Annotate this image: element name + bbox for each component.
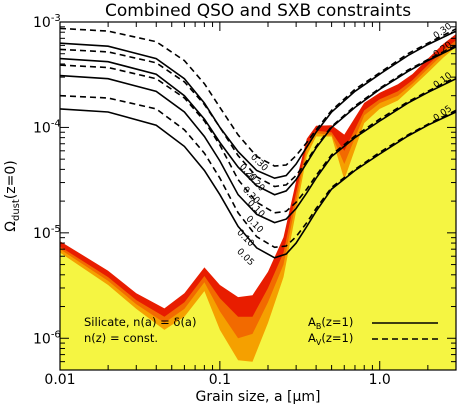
y-tick-label-0: 10-6 <box>33 329 61 347</box>
curve-ab-1 <box>60 46 456 196</box>
x-axis-label: Grain size, a [μm] <box>196 389 321 405</box>
legend-solid-label: AB(z=1) <box>308 315 353 331</box>
curve-ab-0 <box>60 30 456 180</box>
plot-frame <box>59 21 457 371</box>
x-tick-label-2: 1.0 <box>369 372 391 388</box>
curve-ab-2 <box>60 74 456 224</box>
y-tick-label-3: 10-3 <box>33 13 61 31</box>
plot-area: 0.300.200.200.200.100.100.100.050.300.20… <box>60 22 456 370</box>
y-tick-label-1: 10-5 <box>33 224 61 242</box>
legend-dashed-label: AV(z=1) <box>308 331 353 347</box>
chart-title: Combined QSO and SXB constraints <box>105 1 411 21</box>
constraint-curves <box>60 27 456 259</box>
legend: Silicate, n(a) = δ(a) n(z) = const. AB(z… <box>84 315 438 347</box>
y-tick-label-2: 10-4 <box>33 118 61 136</box>
y-axis-label: Ωdust(z=0) <box>3 160 22 231</box>
axis-ticks: 0.01 0.1 1.0 10-6 10-5 10-4 10-3 <box>33 13 457 388</box>
legend-distribution-text: n(z) = const. <box>84 331 158 345</box>
curve-av-7 <box>60 94 456 249</box>
curve-av-4 <box>60 27 456 167</box>
x-tick-label-0: 0.01 <box>44 372 75 388</box>
x-tick-label-1: 0.1 <box>209 372 231 388</box>
curve-ab-3 <box>60 108 456 259</box>
legend-material-text: Silicate, n(a) = δ(a) <box>84 315 196 329</box>
curve-av-6 <box>60 64 456 214</box>
curve-av-5 <box>60 44 456 188</box>
